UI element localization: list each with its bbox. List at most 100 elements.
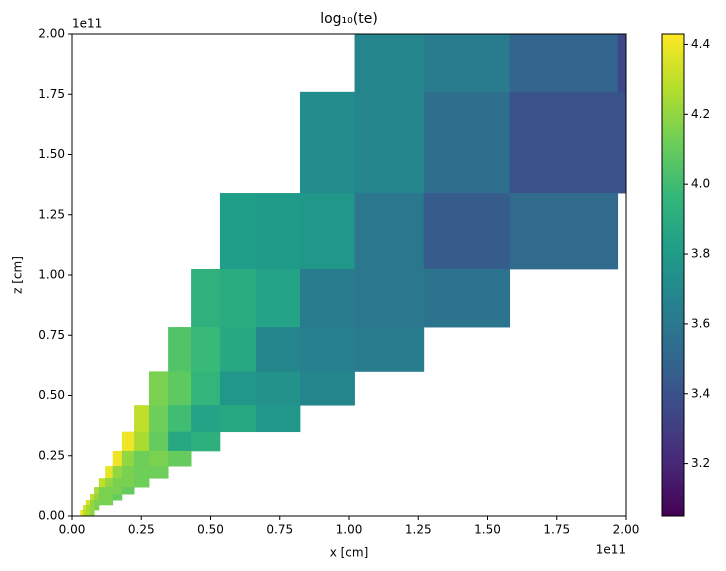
colorbar-segment xyxy=(662,270,684,276)
cell xyxy=(134,478,150,488)
x-tick-label: 0.50 xyxy=(197,523,224,537)
colorbar-segment xyxy=(662,174,684,180)
cell xyxy=(255,405,301,433)
colorbar-segment xyxy=(662,299,684,304)
colorbar-segment xyxy=(662,266,684,272)
colorbar-segment xyxy=(662,303,684,308)
x-tick-label: 0.25 xyxy=(128,523,155,537)
colorbar-segment xyxy=(662,82,684,87)
x-tick-label: 2.00 xyxy=(613,523,640,537)
cell xyxy=(354,193,425,270)
cell xyxy=(85,504,91,511)
colorbar-segment xyxy=(662,202,684,208)
x-tick-label: 1.50 xyxy=(474,523,501,537)
colorbar-segment xyxy=(662,146,684,151)
cell xyxy=(219,193,257,270)
colorbar-segment xyxy=(662,66,684,71)
colorbar-segment xyxy=(662,154,684,160)
y-tick-label: 1.00 xyxy=(38,268,65,282)
cell xyxy=(509,34,619,93)
y-tick-label: 0.00 xyxy=(38,509,65,523)
cell xyxy=(299,193,355,270)
colorbar-segment xyxy=(662,230,684,236)
colorbar-segment xyxy=(662,275,684,280)
cell xyxy=(168,450,192,467)
colorbar-segment xyxy=(662,86,684,91)
colorbar-segment xyxy=(662,319,684,324)
colorbar-segment xyxy=(662,287,684,292)
colorbar-segment xyxy=(662,58,684,63)
y-tick-label: 1.25 xyxy=(38,207,65,221)
colorbar-tick-label: 3.8 xyxy=(691,247,710,261)
y-tick-label: 0.75 xyxy=(38,328,65,342)
colorbar-segment xyxy=(662,435,684,441)
cell xyxy=(105,494,114,501)
colorbar-segment xyxy=(662,371,684,376)
cell xyxy=(191,268,221,328)
cell xyxy=(149,450,169,467)
cell xyxy=(121,431,135,452)
colorbar-frame xyxy=(661,33,685,517)
cell xyxy=(85,509,91,517)
cell xyxy=(191,405,221,433)
cell xyxy=(112,450,123,467)
colorbar-segment xyxy=(662,347,684,352)
colorbar-tick-label: 3.4 xyxy=(691,386,710,400)
y-axis-label: z [cm] xyxy=(11,256,25,294)
colorbar-segment xyxy=(662,359,684,364)
colorbar-segment xyxy=(662,295,684,300)
x-axis-label: x [cm] xyxy=(330,546,369,560)
cell xyxy=(354,34,425,93)
colorbar-segment xyxy=(662,62,684,67)
colorbar-segment xyxy=(662,375,684,380)
cell xyxy=(90,500,95,506)
colorbar-segment xyxy=(662,459,684,465)
cell xyxy=(134,466,150,479)
colorbar-segment xyxy=(662,222,684,228)
x-tick-label: 1.75 xyxy=(543,523,570,537)
cell xyxy=(121,450,135,467)
cell xyxy=(617,34,627,93)
cell xyxy=(94,500,100,506)
colorbar-segment xyxy=(662,331,684,336)
y-tick-label: 1.75 xyxy=(38,87,65,101)
cell xyxy=(94,504,100,511)
colorbar-segment xyxy=(662,343,684,348)
colorbar-segment xyxy=(662,387,684,392)
colorbar-segment xyxy=(662,234,684,240)
cell xyxy=(98,478,106,488)
cell xyxy=(90,494,95,501)
cell xyxy=(191,371,221,406)
colorbar-segment xyxy=(662,283,684,288)
cell xyxy=(255,371,301,406)
colorbar-segment xyxy=(662,250,684,256)
y-tick-label: 1.50 xyxy=(38,147,65,161)
cell xyxy=(149,371,169,406)
colorbar-segment xyxy=(662,403,684,409)
colorbar-segment xyxy=(662,495,684,501)
colorbar-segment xyxy=(662,122,684,127)
colorbar-segment xyxy=(662,491,684,497)
colorbar-segment xyxy=(662,190,684,196)
colorbar-segment xyxy=(662,463,684,469)
cell xyxy=(423,34,511,93)
colorbar-tick-label: 4.4 xyxy=(691,37,710,51)
colorbar-segment xyxy=(662,395,684,401)
cell xyxy=(191,431,221,452)
colorbar-segment xyxy=(662,242,684,248)
colorbar-segment xyxy=(662,363,684,368)
colorbar-segment xyxy=(662,487,684,493)
cell xyxy=(423,91,511,194)
colorbar-segment xyxy=(662,443,684,449)
colorbar-segment xyxy=(662,335,684,340)
colorbar-segment xyxy=(662,451,684,457)
colorbar-segment xyxy=(662,54,684,59)
cell xyxy=(168,431,192,452)
colorbar-segment xyxy=(662,90,684,95)
cell xyxy=(149,431,169,452)
colorbar-segment xyxy=(662,34,684,39)
colorbar-segment xyxy=(662,355,684,360)
colorbar-segment xyxy=(662,455,684,461)
colorbar-segment xyxy=(662,134,684,139)
colorbar-segment xyxy=(662,475,684,481)
